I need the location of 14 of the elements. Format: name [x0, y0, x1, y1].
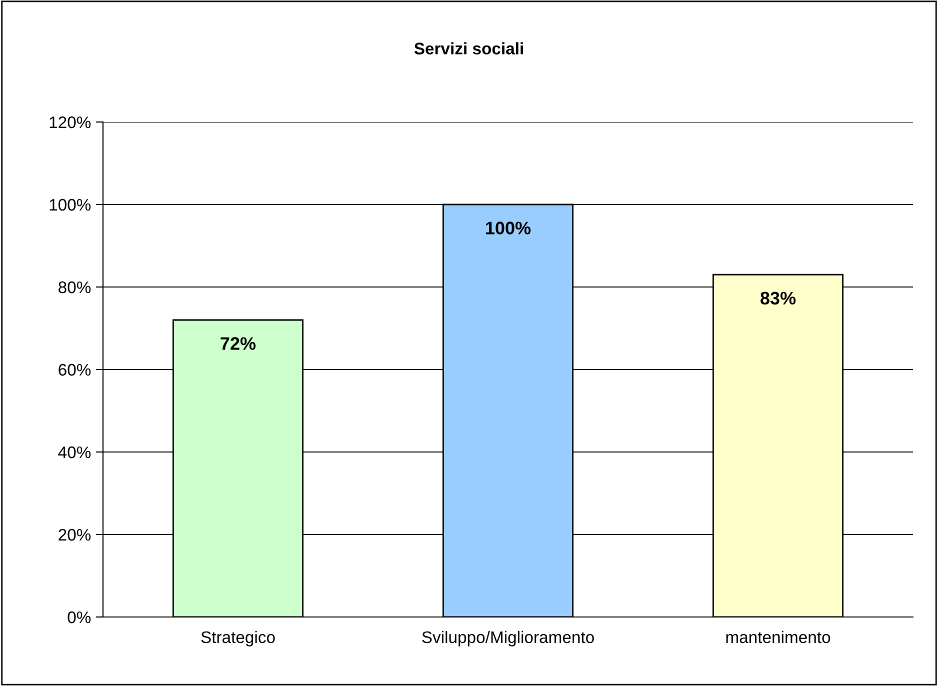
y-tick-label: 80% — [58, 281, 91, 294]
y-tick-label: 100% — [50, 198, 91, 211]
y-tick-label: 120% — [50, 116, 91, 128]
x-tick-label: Strategico — [201, 630, 275, 646]
y-tick-label: 0% — [68, 611, 91, 624]
y-tick-label: 40% — [58, 446, 91, 458]
y-tick-label: 20% — [58, 528, 91, 541]
chart-title: Servizi sociali — [414, 42, 523, 54]
x-tick-label: Sviluppo/Miglioramento — [422, 630, 594, 646]
data-label: 100% — [486, 222, 531, 234]
x-tick-label: mantenimento — [726, 630, 830, 644]
data-label: 83% — [760, 292, 796, 305]
y-tick-label: 60% — [58, 364, 91, 376]
data-label: 72% — [220, 337, 256, 350]
